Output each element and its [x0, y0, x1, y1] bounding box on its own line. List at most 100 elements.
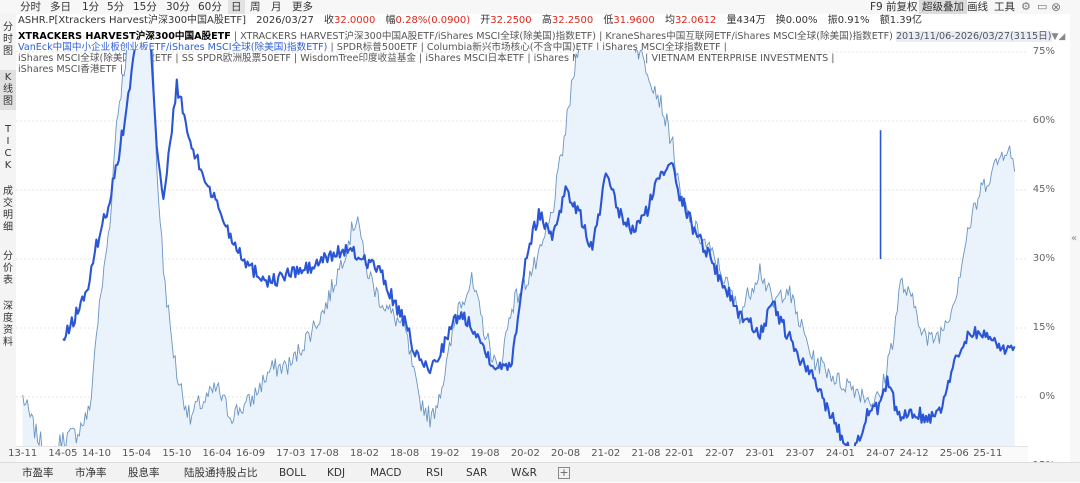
x-tick-label: 25-11	[973, 448, 1003, 459]
date-range-dropdown-icon[interactable]: ▼◢	[1051, 32, 1066, 42]
gear-icon[interactable]: ⚙	[1021, 0, 1031, 13]
tab-pe[interactable]: 市盈率	[22, 467, 54, 479]
legend-series-0[interactable]: XTRACKERS HARVEST沪深300中国A股ETF	[18, 31, 231, 42]
y-tick-label: 30%	[1032, 253, 1055, 264]
side-tab-char: 料	[3, 337, 13, 348]
amplitude-label: 振	[827, 15, 838, 26]
tab-wr[interactable]: W&R	[511, 467, 537, 479]
open-value: 32.2500	[490, 15, 532, 26]
tab-macd[interactable]: MACD	[370, 467, 402, 479]
x-axis: 13-11 14-05 14-10 15-04 15-10 16-04 16-09 17-03…	[8, 446, 1028, 462]
x-tick-label: 24-07	[866, 448, 896, 459]
side-tab-char: 深	[3, 301, 13, 312]
close-label: 收	[324, 15, 334, 26]
period-more[interactable]: 更多	[292, 1, 313, 13]
side-tab-char: 分	[3, 22, 13, 33]
super-overlay-button[interactable]: 超级叠加	[919, 0, 967, 14]
low-label: 低	[603, 15, 614, 26]
legend-series-1[interactable]: VanEck中国中小企业板创业板ETF/iShares MSCI全球(除美国)指…	[18, 42, 328, 53]
tab-rsi[interactable]: RSI	[426, 467, 444, 479]
x-tick-label: 16-04	[202, 448, 232, 459]
x-tick-label: 19-08	[470, 448, 500, 459]
x-tick-label: 16-09	[236, 448, 266, 459]
y-axis-labels: -15%0%15%30%45%60%75%90%105%120%	[1000, 46, 1055, 471]
side-tab-trades[interactable]: 成 交 明 细	[0, 186, 16, 234]
legend-series-list: | XTRACKERS HARVEST沪深300中国A股ETF/iShares …	[230, 31, 893, 42]
side-tab-char: 图	[3, 96, 13, 107]
tab-kdj[interactable]: KDJ	[327, 467, 346, 479]
x-tick-label: 21-08	[631, 448, 661, 459]
y-tick-label: 0%	[1039, 391, 1055, 402]
side-tab-char: K	[4, 72, 12, 83]
series-1-line[interactable]	[62, 50, 1016, 461]
period-60min[interactable]: 60分	[198, 1, 222, 13]
side-tab-price-table[interactable]: 分 价 表	[0, 251, 16, 287]
period-multi-day[interactable]: 多日	[50, 1, 71, 13]
side-tab-char: 图	[3, 46, 13, 57]
tab-boll[interactable]: BOLL	[279, 467, 306, 479]
f9-button[interactable]: F9	[870, 1, 883, 13]
side-tab-char: 价	[3, 263, 13, 274]
low-value: 31.9600	[613, 15, 655, 26]
series-0-area	[22, 50, 1015, 464]
side-tab-depth[interactable]: 深 度 资 料	[0, 301, 16, 349]
legend-line-2: VanEck中国中小企业板创业板ETF/iShares MSCI全球(除美国)指…	[18, 42, 727, 53]
close-value: 32.0000	[334, 15, 376, 26]
x-tick-label: 18-02	[349, 448, 380, 459]
period-5min[interactable]: 5分	[107, 1, 125, 13]
tab-sar[interactable]: SAR	[466, 467, 488, 479]
side-tab-char: 度	[3, 313, 13, 324]
x-tick-label: 22-01	[664, 448, 695, 459]
period-week[interactable]: 周	[250, 1, 261, 13]
side-tab-char: 线	[3, 84, 13, 95]
turnover-label: 换	[775, 15, 786, 26]
forward-adjust-button[interactable]: 前复权	[886, 1, 918, 13]
x-tick-label: 14-05	[48, 448, 78, 459]
overlay-line-chart[interactable]	[16, 50, 1028, 464]
side-tab-char: 交	[3, 198, 13, 209]
indicator-tabs: 市盈率 市净率 股息率 陆股通持股占比 BOLL KDJ MACD RSI SA…	[0, 462, 1080, 482]
period-30min[interactable]: 30分	[166, 1, 190, 13]
tools-button[interactable]: 工具	[994, 1, 1015, 13]
y-tick-label: 45%	[1032, 184, 1055, 195]
x-tick-label: 17-03	[276, 448, 306, 459]
x-tick-label: 15-04	[122, 448, 152, 459]
x-tick-label: 17-08	[309, 448, 339, 459]
side-tab-kline[interactable]: K 线 图	[0, 70, 16, 110]
period-timeshare[interactable]: 分时	[20, 1, 41, 13]
volume-label: 量	[726, 15, 737, 26]
side-tab-char: I	[6, 136, 10, 147]
legend-line-1: XTRACKERS HARVEST沪深300中国A股ETF | XTRACKER…	[18, 31, 1065, 42]
chevron-left-icon[interactable]: «	[1071, 233, 1078, 244]
x-tick-label: 25-06	[939, 448, 969, 459]
quote-info-line: ASHR.P[Xtrackers Harvest沪深300中国A股ETF] 20…	[18, 14, 922, 28]
close-icon[interactable]: ⊗	[1051, 0, 1062, 14]
side-tab-timeshare[interactable]: 分 时 图	[0, 22, 16, 58]
y-tick-label: 60%	[1032, 115, 1055, 126]
side-tab-tick[interactable]: T I C K	[0, 124, 16, 172]
x-tick-label: 20-08	[551, 448, 581, 459]
change-label: 幅	[385, 15, 396, 26]
side-tab-char: 资	[3, 325, 13, 336]
y-tick-label: 15%	[1032, 322, 1055, 333]
high-label: 高	[541, 15, 552, 26]
open-label: 开	[480, 15, 491, 26]
period-15min[interactable]: 15分	[133, 1, 157, 13]
side-tab-char: K	[4, 160, 12, 171]
add-indicator-button[interactable]: +	[558, 466, 570, 479]
tab-dividend-yield[interactable]: 股息率	[128, 467, 160, 479]
change-value: 0.28%(0.0900)	[395, 15, 471, 26]
side-tab-char: T	[4, 124, 12, 135]
date-range[interactable]: 2013/11/06-2026/03/27(3115日)	[895, 31, 1052, 42]
window-icon[interactable]: ▭	[1037, 0, 1048, 13]
tab-northbound-holdings[interactable]: 陆股通持股占比	[184, 467, 258, 479]
period-1min[interactable]: 1分	[82, 1, 100, 13]
high-value: 32.2500	[551, 15, 594, 26]
side-tab-char: 成	[3, 186, 13, 197]
tab-pb[interactable]: 市净率	[75, 467, 107, 479]
avg-label: 均	[664, 15, 675, 26]
avg-value: 32.0612	[674, 15, 717, 26]
period-month[interactable]: 月	[271, 1, 282, 13]
period-day[interactable]: 日	[228, 0, 245, 14]
draw-line-button[interactable]: 画线	[967, 1, 988, 13]
